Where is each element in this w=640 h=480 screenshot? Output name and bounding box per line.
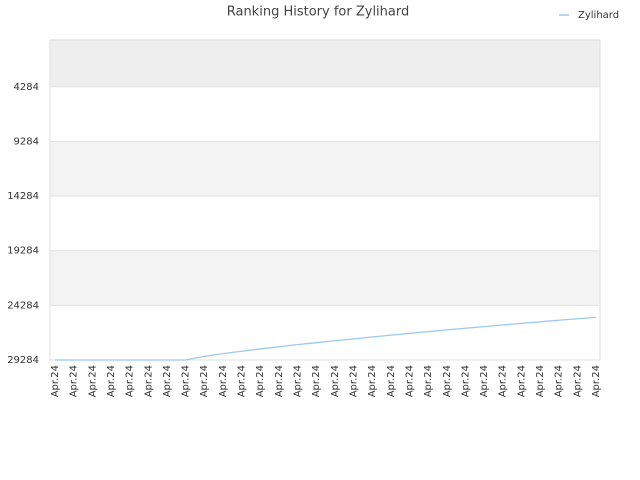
x-tick-label: Apr.24 [218,365,229,397]
line [55,316,597,361]
x-tick-label: Apr.24 [348,365,359,397]
y-tick-label: 4284 [14,82,39,93]
x-tick-label: Apr.24 [479,365,490,397]
band [50,141,600,197]
x-tick-label: Apr.24 [143,365,154,397]
x-tick-label: Apr.24 [554,365,565,397]
x-tick-label: Apr.24 [367,365,378,397]
band [50,40,600,87]
x-tick-label: Apr.24 [69,365,80,397]
x-tick-label: Apr.24 [572,365,583,397]
x-tick-label: Apr.24 [50,365,61,397]
x-tick-label: Apr.24 [591,365,602,397]
x-tick-label: Apr.24 [330,365,341,397]
band [50,196,600,251]
x-tick-label: Apr.24 [162,365,173,397]
x-tick-label: Apr.24 [535,365,546,397]
y-tick-label: 14284 [7,191,39,202]
legend-label: Zylihard [578,10,619,21]
chart-title: Ranking History for Zylihard [227,5,410,20]
x-tick-label: Apr.24 [199,365,210,397]
x-tick-label: Apr.24 [516,365,527,397]
band [50,250,600,306]
x-tick-label: Apr.24 [293,365,304,397]
x-tick-label: Apr.24 [498,365,509,397]
y-tick-label: 19284 [7,246,39,257]
x-tick-label: Apr.24 [311,365,322,397]
x-tick-label: Apr.24 [442,365,453,397]
x-tick-label: Apr.24 [125,365,136,397]
y-tick-label: 9284 [14,136,39,147]
x-tick-label: Apr.24 [106,365,117,397]
x-tick-label: Apr.24 [181,365,192,397]
x-tick-label: Apr.24 [460,365,471,397]
y-tick-label: 24284 [7,300,39,311]
x-tick-label: Apr.24 [237,365,248,397]
y-tick-label: 29284 [7,355,39,366]
x-tick-label: Apr.24 [87,365,98,397]
x-tick-label: Apr.24 [423,365,434,397]
x-tick-label: Apr.24 [386,365,397,397]
band [50,305,600,360]
x-tick-label: Apr.24 [255,365,266,397]
x-tick-label: Apr.24 [404,365,415,397]
band [50,86,600,142]
x-tick-label: Apr.24 [274,365,285,397]
